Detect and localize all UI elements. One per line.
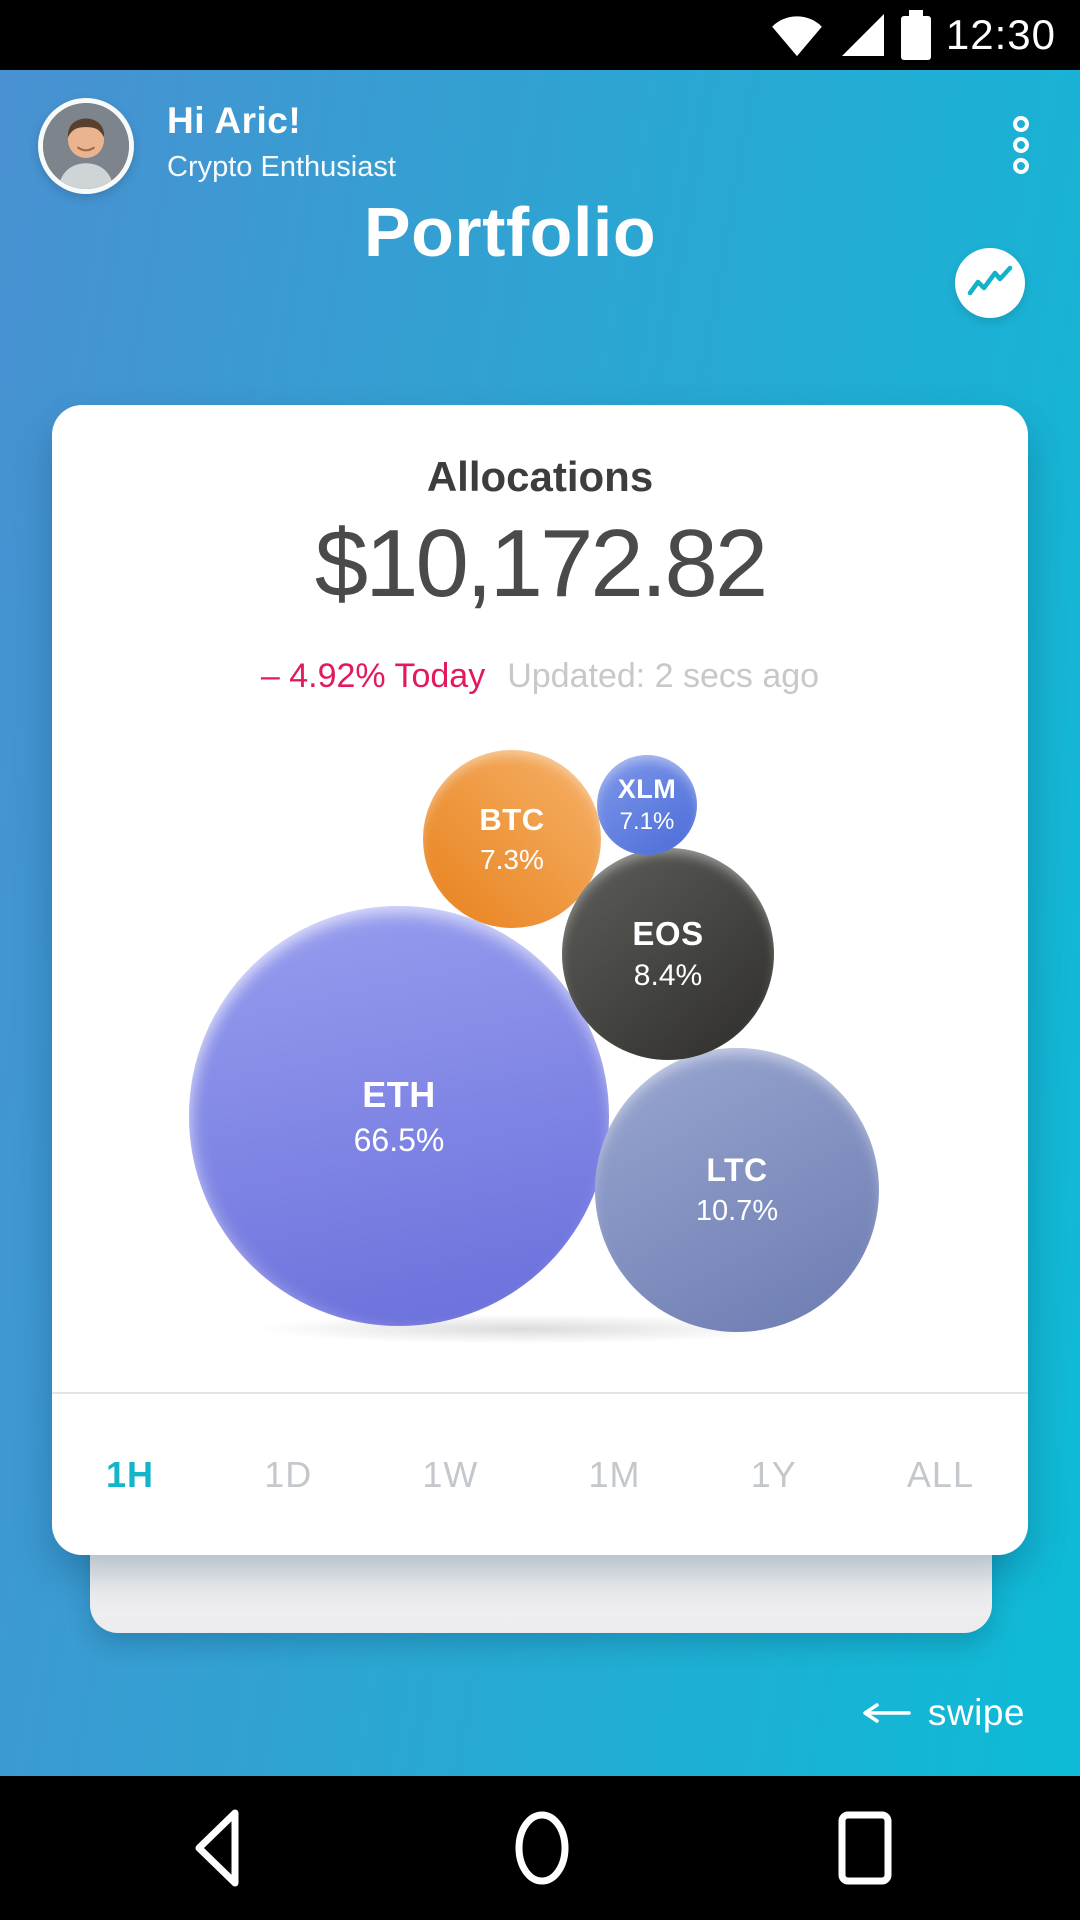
bubble-percent: 66.5%	[353, 1121, 445, 1158]
tab-1y[interactable]: 1Y	[750, 1453, 797, 1495]
back-button[interactable]	[188, 1806, 246, 1890]
avatar[interactable]	[38, 98, 134, 194]
tab-all[interactable]: ALL	[906, 1453, 974, 1495]
time-range-tabs: 1H 1D 1W 1M 1Y ALL	[52, 1394, 1028, 1555]
kebab-menu-icon[interactable]	[1013, 116, 1029, 174]
page-title: Portfolio	[363, 193, 657, 271]
bubble-percent: 7.3%	[480, 844, 544, 875]
tab-1m[interactable]: 1M	[588, 1453, 641, 1495]
cellular-icon	[841, 14, 884, 56]
wifi-icon	[772, 16, 822, 57]
bubble-symbol: ETH	[362, 1073, 436, 1115]
bubble-eos[interactable]: EOS 8.4%	[562, 848, 774, 1060]
android-nav-bar	[0, 1776, 1080, 1920]
bubble-percent: 8.4%	[633, 959, 703, 992]
avatar-photo	[43, 103, 129, 189]
back-icon	[195, 1809, 239, 1887]
bubble-btc[interactable]: BTC 7.3%	[423, 750, 601, 928]
battery-icon	[900, 10, 931, 60]
home-icon	[515, 1811, 569, 1885]
allocations-card: Allocations $10,172.82 – 4.92% Today Upd…	[52, 405, 1028, 1555]
bubble-percent: 10.7%	[695, 1195, 779, 1227]
greeting: Hi Aric!	[167, 100, 302, 141]
tab-1d[interactable]: 1D	[264, 1453, 313, 1495]
status-bar: 12:30	[0, 0, 1080, 70]
bubble-percent: 7.1%	[619, 808, 675, 835]
updated-timestamp: Updated: 2 secs ago	[507, 657, 820, 695]
bubble-symbol: EOS	[632, 915, 704, 952]
trend-chart-icon	[967, 265, 1013, 296]
trend-chart-button[interactable]	[955, 248, 1025, 318]
bubble-symbol: LTC	[706, 1152, 768, 1188]
change-row: – 4.92% Today Updated: 2 secs ago	[52, 657, 1028, 696]
tabs-divider	[52, 1392, 1028, 1394]
change-percent: – 4.92% Today	[260, 657, 486, 695]
portfolio-total-value: $10,172.82	[314, 510, 768, 617]
recents-button[interactable]	[838, 1811, 892, 1885]
recents-icon	[838, 1811, 892, 1885]
tab-1w[interactable]: 1W	[422, 1453, 479, 1495]
bubble-xlm[interactable]: XLM 7.1%	[597, 755, 697, 855]
user-subtitle: Crypto Enthusiast	[167, 151, 396, 183]
card-title: Allocations	[426, 453, 654, 500]
header-text: Hi Aric! Crypto Enthusiast	[167, 100, 396, 184]
bubble-symbol: XLM	[617, 774, 677, 804]
home-button[interactable]	[513, 1808, 571, 1888]
bubble-symbol: BTC	[479, 802, 545, 837]
bubble-eth[interactable]: ETH 66.5%	[189, 906, 609, 1326]
tab-1h[interactable]: 1H	[106, 1453, 155, 1495]
swipe-label: swipe	[927, 1692, 1025, 1733]
swipe-hint: swipe	[860, 1692, 1025, 1734]
left-arrow-icon	[863, 1703, 911, 1723]
bubble-ltc[interactable]: LTC 10.7%	[595, 1048, 879, 1332]
status-time: 12:30	[945, 11, 1056, 58]
